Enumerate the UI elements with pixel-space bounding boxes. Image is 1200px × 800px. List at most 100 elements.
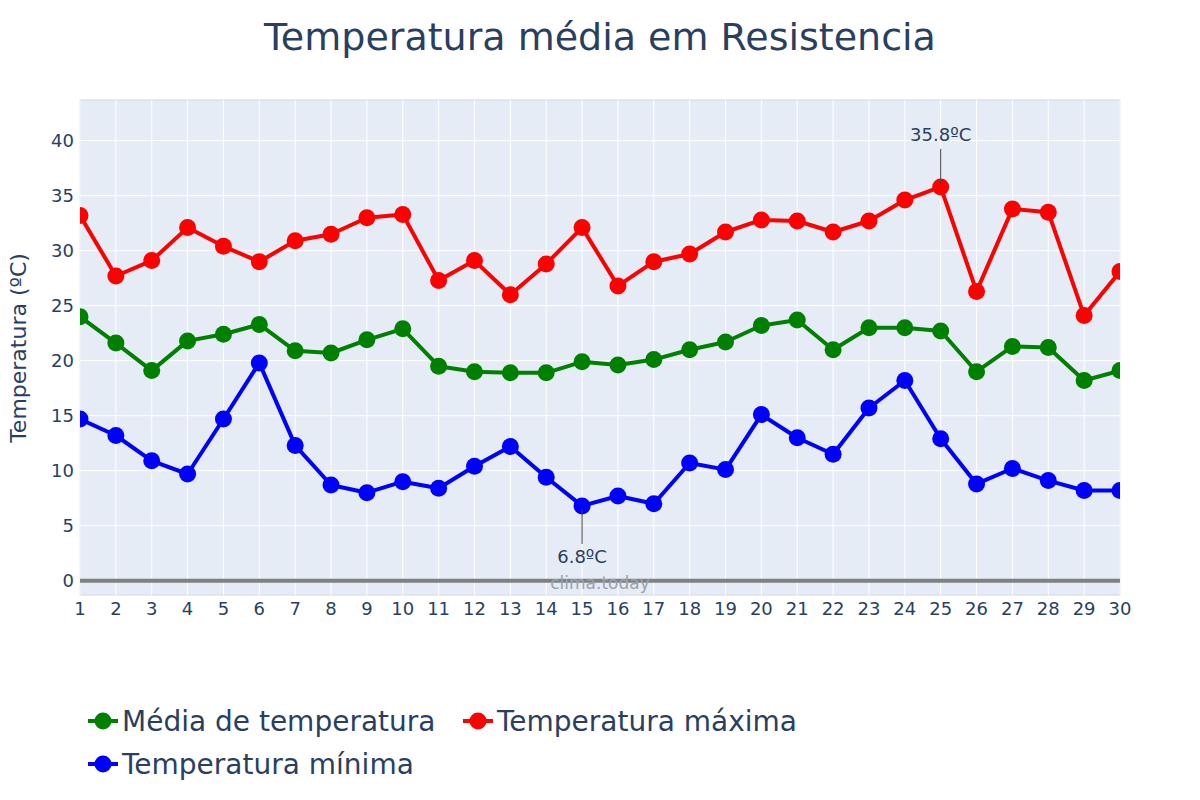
legend-label: Temperatura mínima	[121, 748, 414, 781]
x-tick-label: 18	[678, 598, 701, 619]
series-point	[251, 253, 268, 270]
series-point	[789, 312, 806, 329]
y-tick-label: 35	[51, 185, 74, 206]
series-point	[80, 308, 89, 325]
x-tick-label: 11	[427, 598, 450, 619]
x-grid-line	[617, 100, 618, 595]
series-point	[358, 484, 375, 501]
x-tick-label: 7	[289, 598, 300, 619]
x-grid-line	[474, 100, 475, 595]
series-point	[825, 224, 842, 241]
series-point	[502, 286, 519, 303]
series-point	[502, 438, 519, 455]
y-axis-label: Temperatura (ºC)	[6, 253, 31, 444]
series-point	[896, 319, 913, 336]
series-point	[430, 358, 447, 375]
series-point	[645, 253, 662, 270]
y-grid-line	[80, 415, 1120, 416]
series-point	[609, 277, 626, 294]
series-point	[538, 364, 555, 381]
legend-marker	[95, 713, 112, 730]
legend-marker	[95, 756, 112, 773]
y-grid-line	[80, 195, 1120, 196]
annotation-arrow	[940, 149, 941, 184]
x-grid-line	[510, 100, 511, 595]
x-tick-label: 25	[929, 598, 952, 619]
series-point	[753, 211, 770, 228]
series-point	[932, 430, 949, 447]
legend-marker	[470, 713, 487, 730]
series-point	[1076, 307, 1093, 324]
series-point	[215, 238, 232, 255]
series-point	[789, 213, 806, 230]
series-line	[80, 187, 1120, 316]
series-line	[80, 363, 1120, 506]
series-point	[1112, 362, 1121, 379]
series-point	[466, 363, 483, 380]
x-grid-line	[940, 100, 941, 595]
series-point	[1004, 460, 1021, 477]
legend-item: Temperatura máxima	[463, 705, 797, 738]
chart: 1234567891011121314151617181920212223242…	[0, 0, 1200, 800]
x-grid-line	[761, 100, 762, 595]
series-point	[538, 469, 555, 486]
series-point	[860, 400, 877, 417]
annotation-arrow	[582, 509, 583, 544]
legend-item: Média de temperatura	[88, 705, 435, 738]
x-tick-label: 16	[606, 598, 629, 619]
series-point	[358, 331, 375, 348]
series-point	[394, 473, 411, 490]
series-point	[143, 452, 160, 469]
series-point	[1040, 472, 1057, 489]
x-tick-label: 17	[642, 598, 665, 619]
series-point	[466, 252, 483, 269]
series-point	[574, 219, 591, 236]
x-tick-label: 19	[714, 598, 737, 619]
y-tick-label: 30	[51, 240, 74, 261]
y-tick-label: 25	[51, 295, 74, 316]
series-point	[753, 317, 770, 334]
series-point	[251, 316, 268, 333]
x-tick-label: 15	[571, 598, 594, 619]
y-tick-label: 20	[51, 350, 74, 371]
series-point	[896, 372, 913, 389]
series-point	[430, 272, 447, 289]
series-point	[860, 319, 877, 336]
x-tick-label: 28	[1037, 598, 1060, 619]
series-point	[860, 213, 877, 230]
series-point	[1040, 339, 1057, 356]
series-point	[681, 246, 698, 263]
x-tick-label: 10	[391, 598, 414, 619]
series-point	[466, 458, 483, 475]
series-point	[80, 207, 89, 224]
x-tick-label: 14	[535, 598, 558, 619]
x-grid-line	[151, 100, 152, 595]
x-tick-label: 23	[858, 598, 881, 619]
series-point	[717, 224, 734, 241]
legend-label: Média de temperatura	[122, 705, 435, 738]
x-grid-line	[438, 100, 439, 595]
series-point	[323, 226, 340, 243]
series-point	[1112, 482, 1121, 499]
y-tick-label: 10	[51, 460, 74, 481]
x-grid-line	[259, 100, 260, 595]
series-point	[1004, 338, 1021, 355]
x-tick-label: 4	[182, 598, 193, 619]
series-point	[1076, 372, 1093, 389]
series-point	[251, 354, 268, 371]
x-grid-line	[904, 100, 905, 595]
series-point	[609, 488, 626, 505]
series-point	[681, 455, 698, 472]
series-point	[645, 495, 662, 512]
series-point	[538, 255, 555, 272]
y-tick-label: 0	[63, 570, 74, 591]
x-tick-label: 3	[146, 598, 157, 619]
x-tick-label: 30	[1109, 598, 1132, 619]
series-point	[645, 351, 662, 368]
series-point	[825, 341, 842, 358]
y-tick-label: 40	[51, 130, 74, 151]
x-grid-line	[1084, 100, 1085, 595]
y-tick-label: 15	[51, 405, 74, 426]
series-point	[179, 332, 196, 349]
series-point	[143, 252, 160, 269]
